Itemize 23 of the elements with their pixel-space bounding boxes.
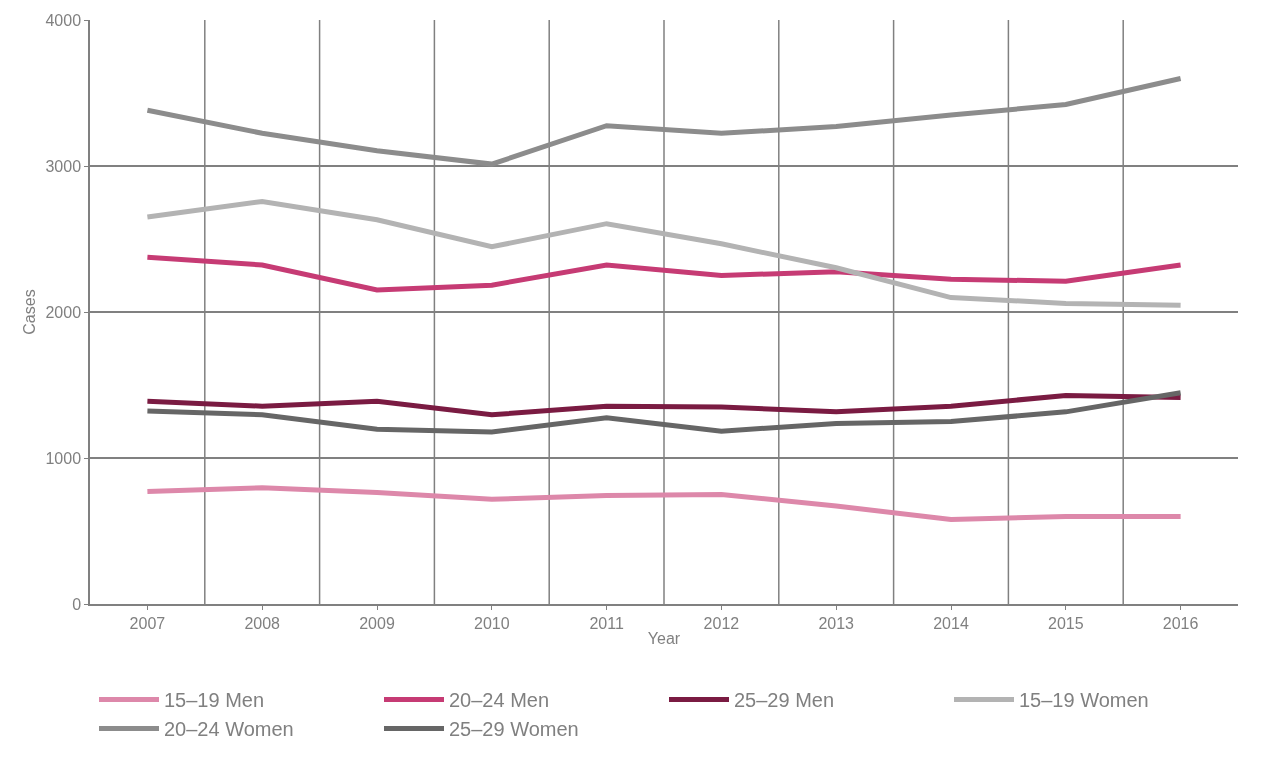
x-tick-label: 2008 [244, 614, 281, 632]
x-tick-label: 2007 [129, 614, 166, 632]
legend-label: 15–19 Men [164, 689, 265, 712]
legend-label: 20–24 Men [449, 689, 550, 712]
y-tick-label: 0 [72, 595, 82, 613]
x-tick-label: 2016 [1162, 614, 1199, 632]
legend-label: 15–19 Women [1019, 689, 1149, 712]
y-axis-title: Cases [20, 289, 38, 335]
x-tick-label: 2011 [589, 614, 624, 632]
x-tick-label: 2013 [818, 614, 855, 632]
x-tick-label: 2015 [1048, 614, 1084, 632]
y-tick-label: 1000 [45, 449, 82, 467]
y-tick-label: 4000 [45, 11, 82, 29]
y-tick-label: 3000 [45, 157, 82, 175]
legend-label: 20–24 Women [164, 718, 294, 741]
x-tick-label: 2010 [474, 614, 510, 632]
legend-label: 25–29 Women [449, 718, 579, 741]
x-tick-label: 2009 [359, 614, 395, 632]
x-tick-label: 2014 [933, 614, 969, 632]
legend-label: 25–29 Men [734, 689, 835, 712]
y-tick-label: 2000 [45, 303, 82, 321]
x-tick-label: 2012 [703, 614, 740, 632]
x-axis-title: Year [647, 630, 681, 648]
